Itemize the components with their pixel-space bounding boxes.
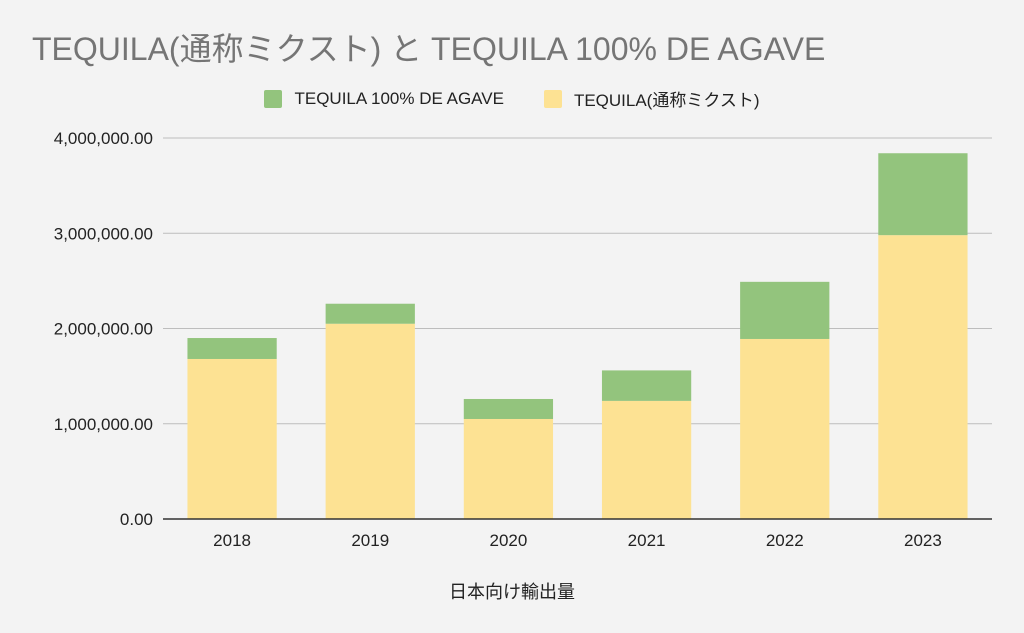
- chart-title: TEQUILA(通称ミクスト) と TEQUILA 100% DE AGAVE: [32, 31, 826, 67]
- legend-item-agave[interactable]: TEQUILA 100% DE AGAVE: [264, 88, 504, 109]
- bar-agave-2020: [463, 398, 554, 419]
- bar-mixto-2021: [601, 400, 692, 519]
- bar-mixto-2019: [325, 323, 415, 519]
- bar-mixto-2022: [740, 338, 830, 519]
- x-tick-label: 2022: [766, 531, 804, 550]
- legend-label-mixto: TEQUILA(通称ミクスト): [573, 91, 760, 110]
- bar-agave-2021: [601, 370, 692, 401]
- legend: TEQUILA 100% DE AGAVE TEQUILA(通称ミクスト): [0, 86, 1024, 111]
- bar-mixto-2023: [878, 235, 968, 519]
- y-tick-label: 1,000,000.00: [54, 415, 153, 434]
- bar-agave-2022: [740, 281, 830, 339]
- x-tick-label: 2019: [351, 531, 389, 550]
- legend-swatch-agave: [264, 89, 283, 108]
- x-axis-title: 日本向け輸出量: [449, 582, 575, 602]
- y-tick-label: 3,000,000.00: [54, 224, 153, 243]
- bar-agave-2019: [325, 303, 415, 324]
- bar-agave-2023: [878, 153, 968, 236]
- legend-label-agave: TEQUILA 100% DE AGAVE: [294, 88, 504, 108]
- bar-agave-2018: [187, 338, 277, 359]
- y-tick-label: 0.00: [120, 510, 153, 529]
- bar-mixto-2018: [187, 358, 277, 519]
- bar-mixto-2020: [463, 418, 554, 519]
- y-tick-label: 2,000,000.00: [54, 320, 153, 339]
- x-tick-label: 2023: [904, 531, 942, 550]
- x-tick-label: 2021: [628, 531, 666, 550]
- legend-swatch-mixto: [543, 89, 562, 108]
- y-tick-label: 4,000,000.00: [54, 129, 153, 148]
- x-tick-label: 2018: [213, 531, 251, 550]
- legend-item-mixto[interactable]: TEQUILA(通称ミクスト): [543, 86, 760, 111]
- x-tick-label: 2020: [490, 531, 528, 550]
